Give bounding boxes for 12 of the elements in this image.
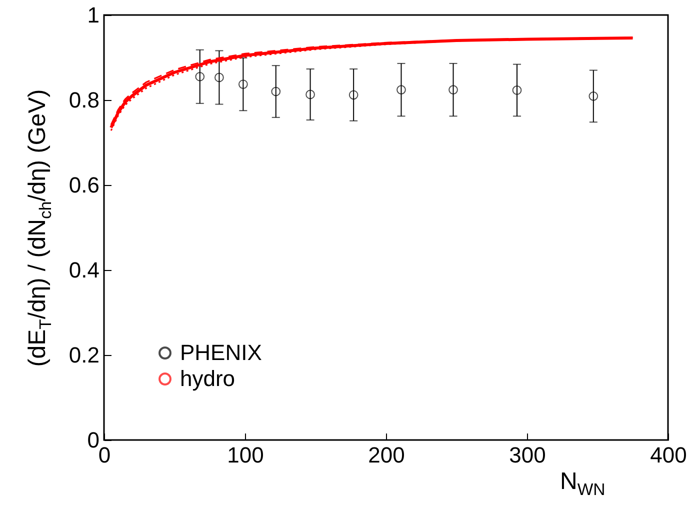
x-axis-title: N$_{WN}$ xyxy=(560,468,606,500)
legend-label: hydro xyxy=(180,366,236,391)
y-tick-label: 1 xyxy=(87,2,100,28)
y-tick-label: 0.2 xyxy=(68,342,100,368)
y-tick-label: 0.4 xyxy=(68,258,100,282)
x-tick-label: 200 xyxy=(368,442,405,468)
legend-label: PHENIX xyxy=(180,340,262,365)
x-tick-label: 100 xyxy=(227,442,264,468)
y-tick-label: 0.6 xyxy=(68,172,100,198)
x-tick-label: 300 xyxy=(509,442,546,468)
x-tick-label: 400 xyxy=(650,442,687,468)
y-tick-label: 0.8 xyxy=(68,88,100,112)
